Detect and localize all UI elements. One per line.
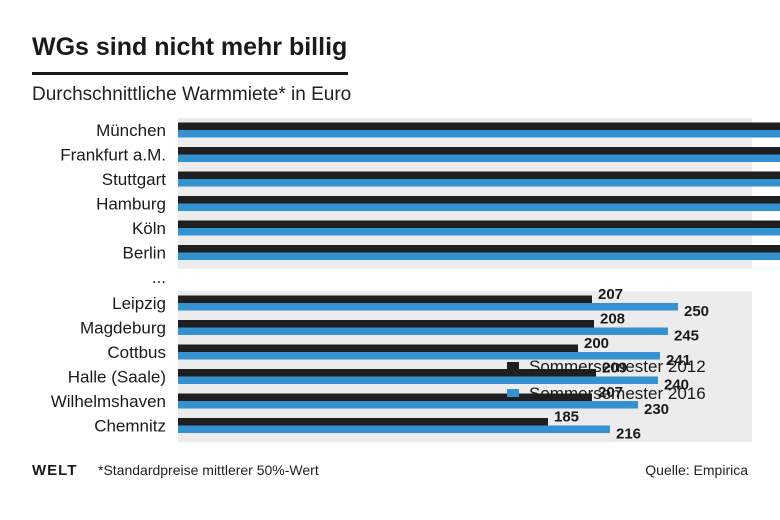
value-label-2016: 230 [644,401,669,418]
category-label: Wilhelmshaven [51,392,166,411]
bar-2016 [178,154,780,162]
bar-2012 [178,344,578,352]
bar-2016 [178,401,638,409]
bar-2012 [178,245,780,253]
value-label-2012: 207 [598,384,623,401]
category-label: Berlin [123,244,166,263]
bar-2012 [178,369,596,377]
bar-2016 [178,425,610,433]
category-label: Stuttgart [102,170,167,189]
welt-logo: WELT [32,462,78,479]
bar-2012 [178,220,780,228]
legend-label-2016: Sommersemester 2016 [529,384,706,403]
legend-swatch-2016 [507,389,519,397]
chart-subtitle: Durchschnittliche Warmmiete* in Euro [32,84,352,105]
legend-label-2012: Sommersemester 2012 [529,357,706,376]
value-label-2012: 209 [602,360,627,377]
bar-2016 [178,179,780,187]
value-label-2012: 200 [584,335,609,352]
category-label: Hamburg [96,195,166,214]
bar-2016 [178,376,658,384]
bar-2016 [178,303,678,311]
value-label-2016: 240 [664,377,689,394]
bar-2012 [178,196,780,204]
category-label: Köln [132,219,166,238]
source-note: Quelle: Empirica [645,462,748,478]
category-label: Chemnitz [94,417,166,436]
title-underline [32,72,348,75]
bar-2016 [178,327,668,335]
value-label-2012: 208 [600,311,625,328]
group-separator: ... [152,268,166,287]
category-label: Magdeburg [80,319,166,338]
footnote: *Standardpreise mittlerer 50%-Wert [98,462,319,478]
chart-panel-1 [178,118,752,269]
legend-swatch-2012 [507,362,519,370]
chart-panel-2 [178,291,752,442]
bar-2012 [178,147,780,155]
value-label-2016: 241 [666,352,691,369]
bar-2016 [178,252,780,260]
chart-title: WGs sind nicht mehr billig [32,33,348,61]
bar-2012 [178,320,594,328]
bar-2012 [178,418,548,426]
value-label-2016: 216 [616,426,641,443]
category-label: Frankfurt a.M. [60,146,166,165]
bar-2012 [178,295,592,303]
value-label-2016: 245 [674,328,699,345]
category-label: München [96,121,166,140]
category-label: Leipzig [112,294,166,313]
bar-2012 [178,122,780,130]
value-label-2012: 207 [598,286,623,303]
category-label: Cottbus [107,343,166,362]
bar-2016 [178,130,780,138]
category-label: Halle (Saale) [68,368,166,387]
bar-2016 [178,228,780,236]
bar-2016 [178,352,660,360]
bar-2016 [178,203,780,211]
value-label-2012: 185 [554,409,579,426]
bar-2012 [178,171,780,179]
bar-2012 [178,393,592,401]
value-label-2016: 250 [684,303,709,320]
